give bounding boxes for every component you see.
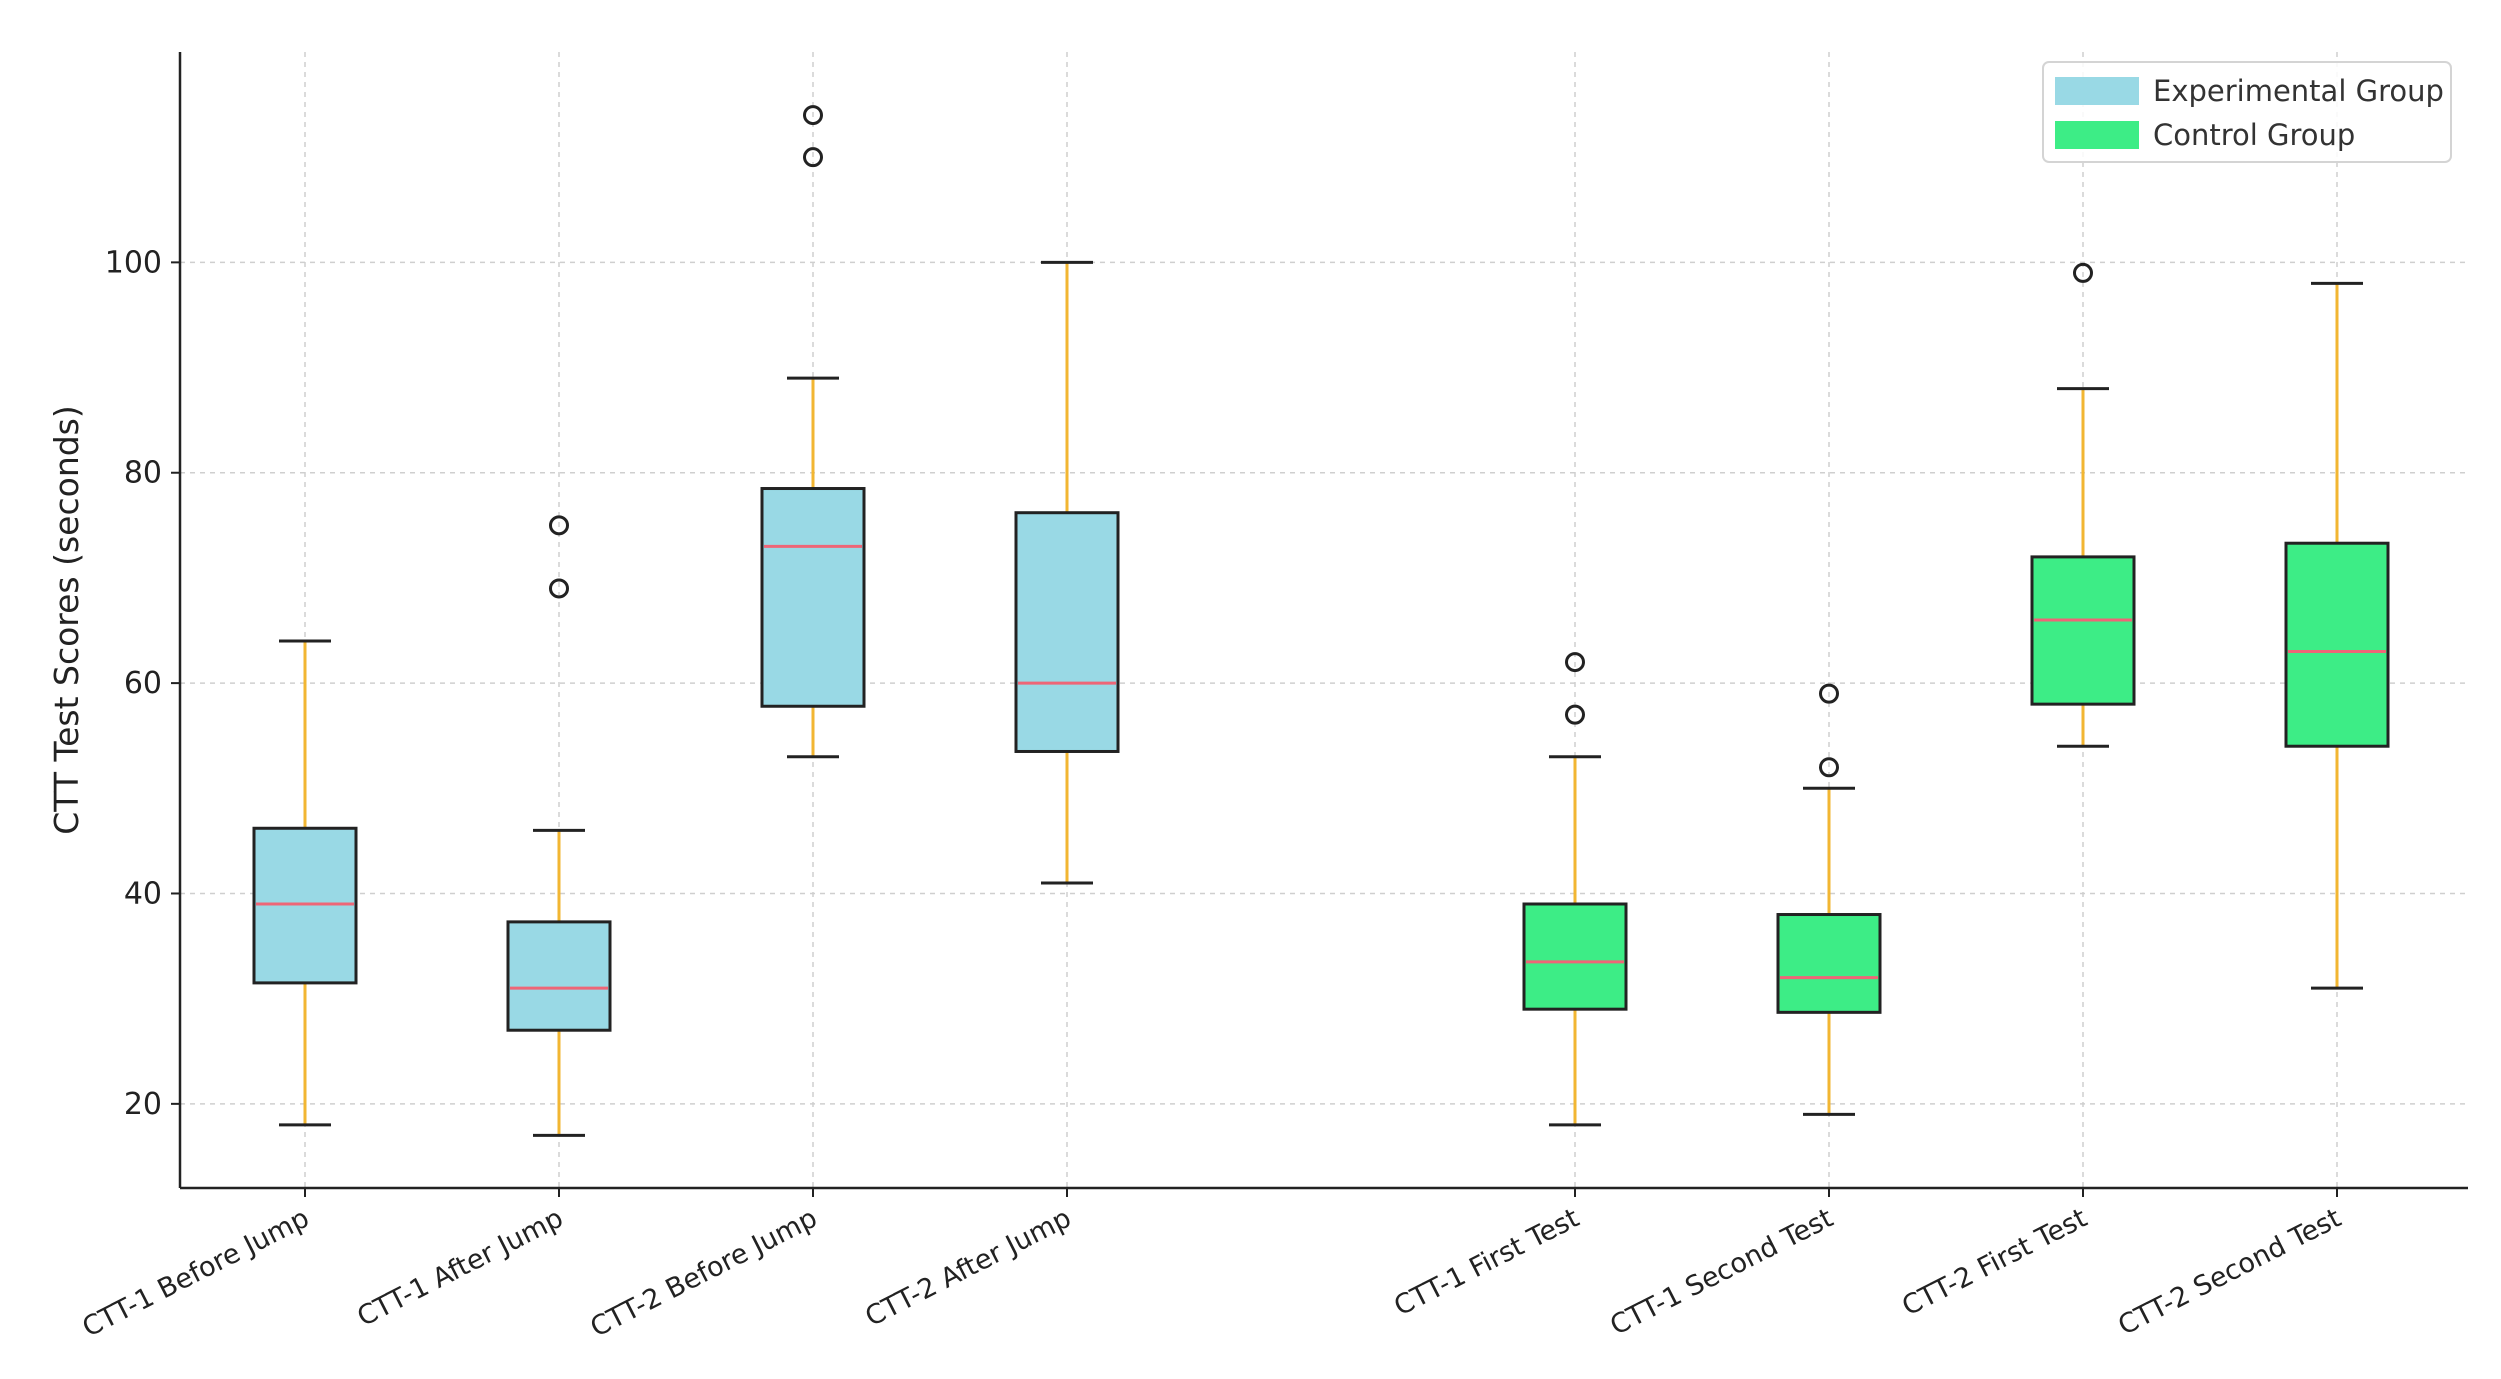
iqr-box [252,826,358,985]
legend-frame [2042,61,2452,163]
iqr-box [2030,555,2136,706]
legend-swatch-experimental-group [2055,77,2139,105]
box-ctt-1-first-test [1522,652,1628,1127]
box-ctt-2-before-jump [760,105,866,759]
x-tick-label: CTT-2 Before Jump [586,1203,823,1344]
y-tick-label: 40 [124,876,162,911]
box-ctt-1-second-test [1776,683,1882,1116]
outlier-point [1819,683,1839,704]
box-ctt-2-first-test [2030,262,2136,748]
outlier-point [1819,757,1839,778]
y-axis-title: CTT Test Scores (seconds) [47,405,86,834]
legend-swatch-control-group [2055,121,2139,149]
axis-labels: CTT Test Scores (seconds) 20 40 60 80 100 CTT… [47,245,2346,1343]
iqr-box [2284,541,2390,748]
outlier-point [549,578,569,599]
iqr-box [760,487,866,708]
legend-label-control-group: Control Group [2153,118,2355,152]
box-plots [252,105,2390,1137]
axes [171,52,2468,1197]
x-tick-label: CTT-1 First Test [1389,1203,1584,1323]
box-ctt-2-after-jump [1014,260,1120,885]
box-ctt-2-second-test [2284,281,2390,990]
outlier-point [549,515,569,536]
x-tick-label: CTT-1 Second Test [1605,1203,1838,1342]
x-tick-label: CTT-2 After Jump [860,1203,1076,1333]
x-tick-label: CTT-2 First Test [1897,1203,2092,1323]
outlier-point [1565,704,1585,725]
y-tick-label: 20 [124,1087,162,1122]
y-tick-label: 60 [124,666,162,701]
outlier-point [1565,652,1585,673]
grid-lines [180,52,2468,1188]
outlier-point [2073,262,2093,283]
iqr-box [1014,511,1120,753]
outlier-point [803,147,823,168]
iqr-box [1522,902,1628,1011]
legend-label-experimental-group: Experimental Group [2153,74,2444,108]
x-tick-label: CTT-2 Second Test [2113,1203,2346,1342]
y-tick-label: 80 [124,456,162,491]
x-tick-label: CTT-1 Before Jump [78,1203,315,1344]
x-tick-label: CTT-1 After Jump [352,1203,568,1333]
y-tick-label: 100 [105,245,162,280]
legend: Experimental Group Control Group [2042,61,2452,163]
iqr-box [1776,913,1882,1014]
iqr-box [506,920,612,1032]
box-ctt-1-after-jump [506,515,612,1137]
box-ctt-1-before-jump [252,639,358,1127]
outlier-point [803,105,823,126]
